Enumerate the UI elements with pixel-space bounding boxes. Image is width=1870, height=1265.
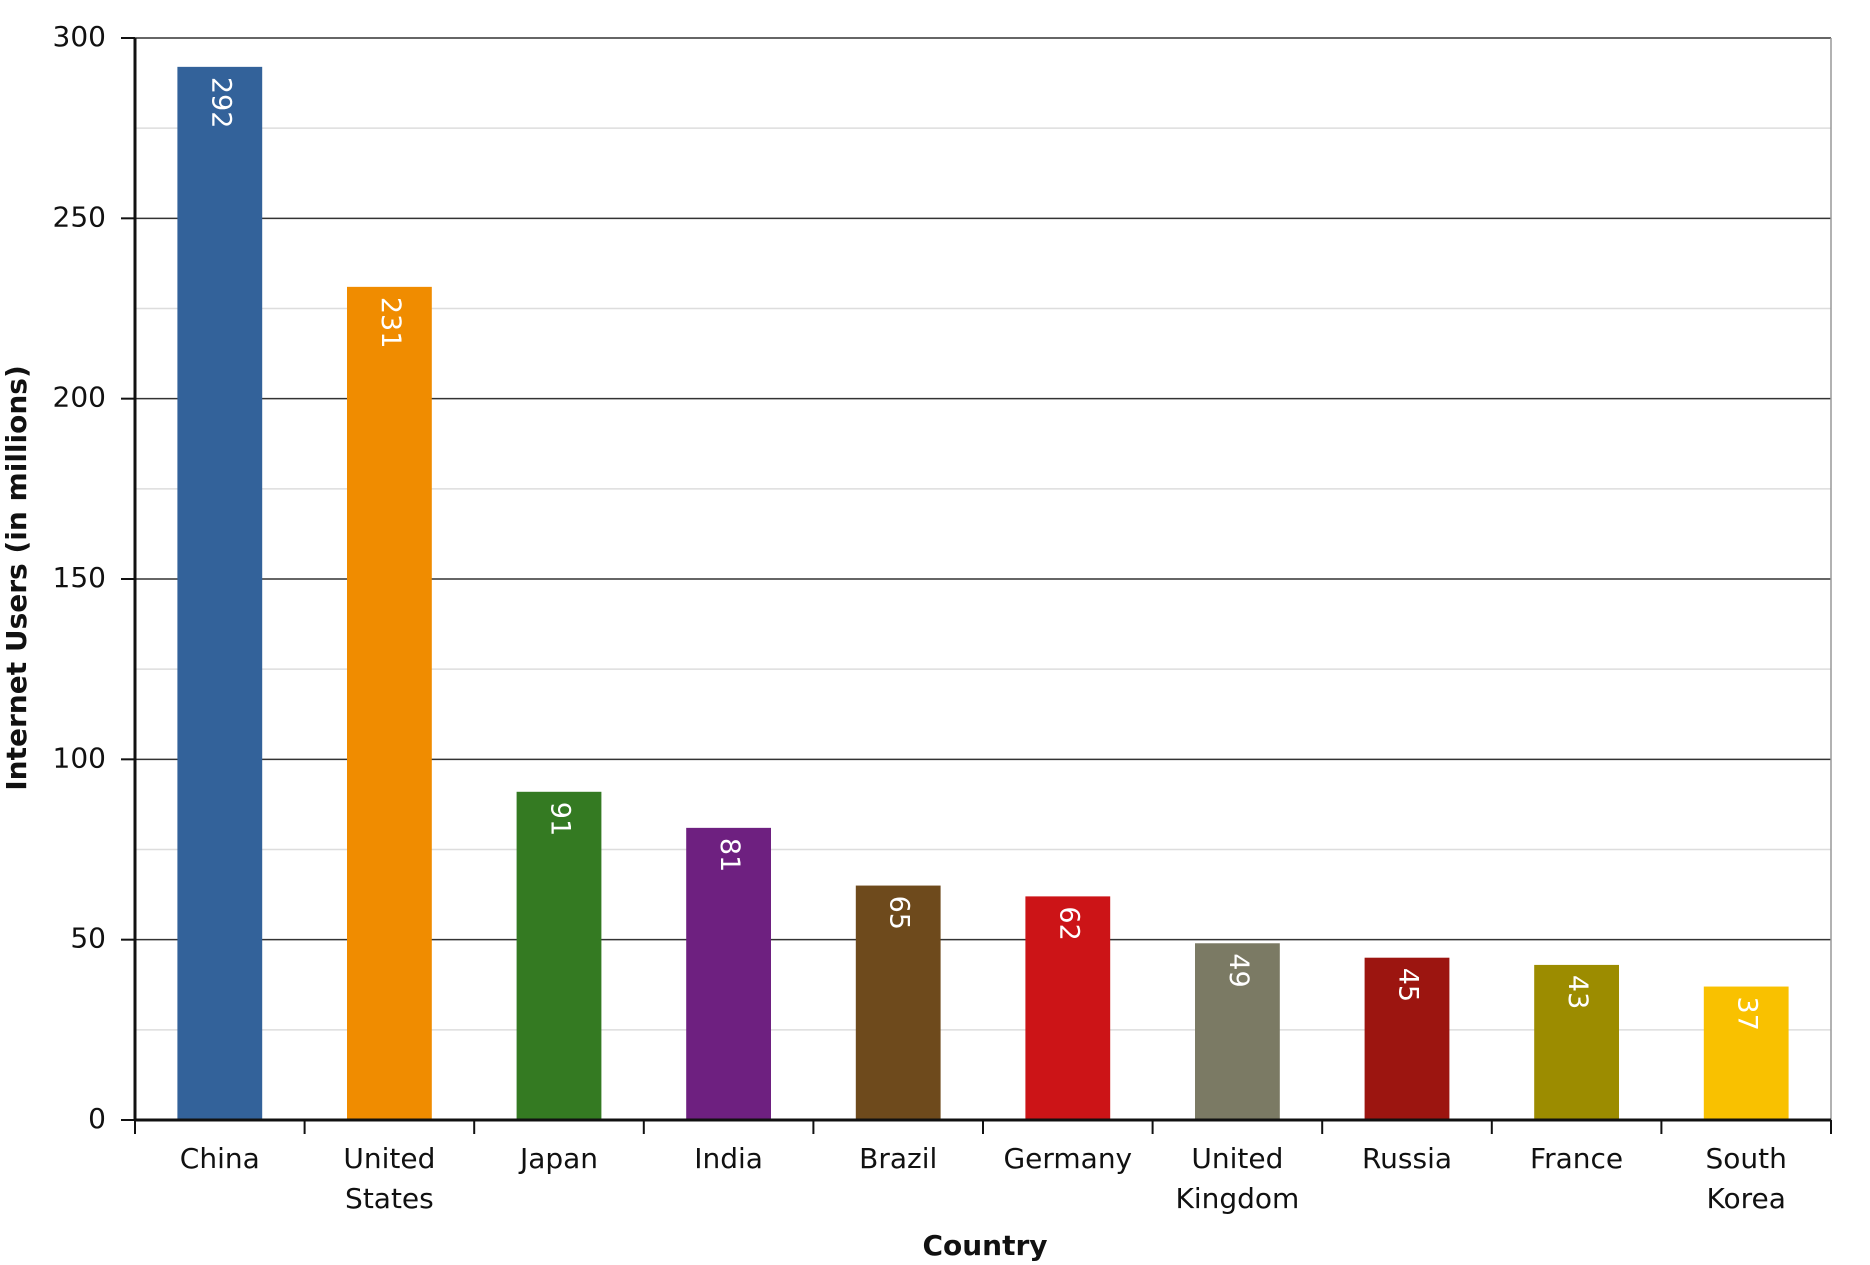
value-label: 91	[545, 802, 576, 836]
value-label: 45	[1393, 968, 1424, 1002]
x-tick-label: Japan	[518, 1142, 598, 1175]
bar	[1025, 896, 1111, 1120]
x-tick-label: China	[180, 1142, 260, 1175]
x-tick-label: Germany	[1003, 1142, 1132, 1175]
y-tick-label: 50	[70, 922, 106, 955]
bar	[1703, 986, 1789, 1120]
value-label: 65	[884, 896, 915, 930]
y-tick-label: 200	[53, 381, 106, 414]
x-tick-label: India	[694, 1142, 763, 1175]
value-label: 43	[1562, 975, 1593, 1009]
x-tick-label: United Kingdom	[1175, 1142, 1299, 1215]
x-tick-label: France	[1530, 1142, 1623, 1175]
value-label: 37	[1732, 997, 1763, 1031]
value-label: 231	[375, 297, 406, 349]
bar	[177, 66, 263, 1121]
bar	[347, 286, 432, 1120]
value-label: 81	[714, 838, 745, 872]
bar	[686, 827, 771, 1120]
bar	[1195, 943, 1280, 1120]
bar	[516, 791, 602, 1120]
value-label: 49	[1223, 953, 1254, 987]
x-axis-title: Country	[922, 1229, 1047, 1262]
y-tick-label: 250	[53, 200, 106, 233]
value-label: 292	[205, 77, 236, 129]
bar	[1534, 964, 1619, 1120]
bar	[855, 885, 941, 1120]
value-label: 62	[1053, 906, 1084, 940]
y-tick-label: 100	[53, 741, 106, 774]
x-tick-label: Russia	[1362, 1142, 1452, 1175]
x-tick-label: Brazil	[859, 1142, 937, 1175]
y-axis-title: Internet Users (in millions)	[0, 365, 33, 790]
x-tick-label: United States	[343, 1142, 435, 1215]
bar	[1364, 957, 1450, 1120]
x-tick-label: South Korea	[1706, 1142, 1787, 1215]
y-tick-label: 300	[53, 20, 106, 53]
y-tick-label: 150	[53, 561, 106, 594]
y-tick-label: 0	[88, 1102, 106, 1135]
